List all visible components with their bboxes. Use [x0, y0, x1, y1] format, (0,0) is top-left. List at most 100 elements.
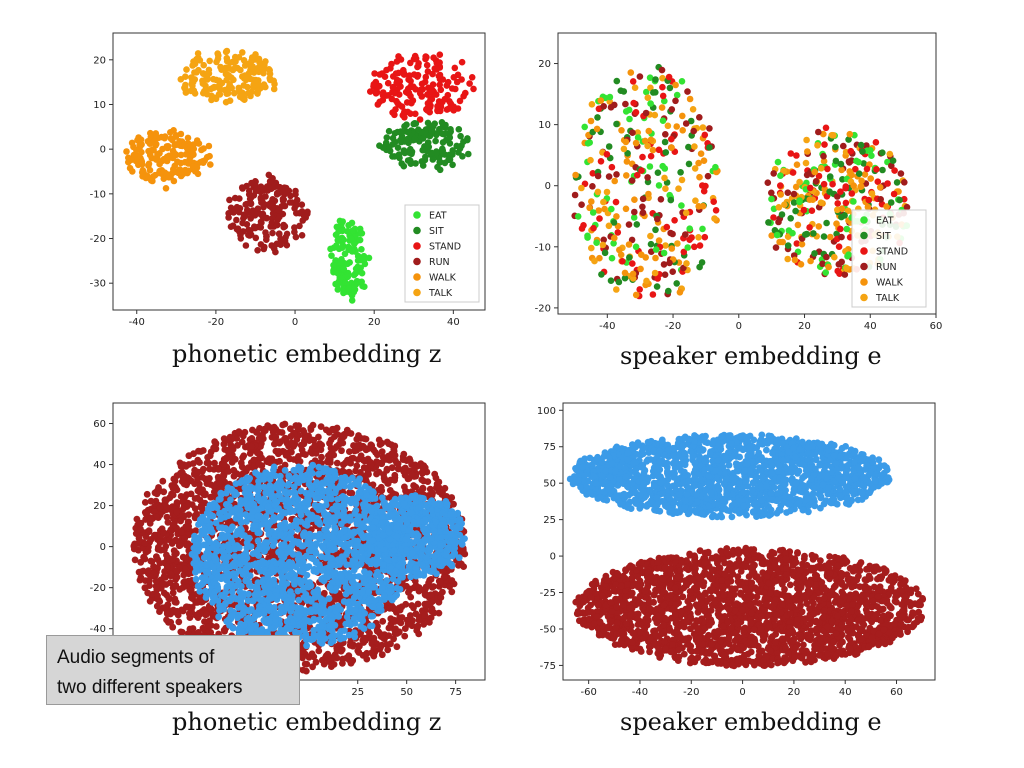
data-point	[643, 277, 650, 285]
legend-marker	[413, 288, 421, 297]
x-tick-label: -40	[599, 321, 615, 332]
data-point	[617, 87, 625, 94]
data-point	[165, 594, 173, 602]
legend-label: WALK	[876, 278, 904, 289]
data-point	[821, 141, 828, 148]
data-point	[460, 138, 467, 145]
data-point	[338, 447, 345, 455]
data-point	[144, 589, 152, 597]
data-point	[389, 134, 397, 142]
data-point	[412, 610, 420, 618]
data-point	[692, 197, 699, 204]
data-point	[826, 173, 834, 180]
data-point	[832, 157, 840, 165]
data-point	[437, 594, 445, 601]
data-point	[185, 511, 193, 518]
data-point	[384, 646, 392, 654]
data-point	[797, 261, 805, 268]
data-point	[600, 236, 607, 244]
data-point	[384, 79, 392, 87]
data-point	[622, 205, 630, 213]
data-point	[637, 265, 644, 273]
data-point	[354, 263, 362, 271]
y-tick-label: -10	[90, 189, 106, 200]
data-point	[228, 435, 236, 443]
data-point	[382, 139, 390, 147]
data-point	[346, 259, 354, 266]
data-point	[281, 467, 289, 474]
data-point	[446, 140, 454, 147]
data-point	[156, 504, 164, 511]
data-point	[235, 428, 243, 436]
data-point	[179, 505, 187, 513]
data-point	[879, 166, 886, 174]
data-point	[167, 129, 174, 136]
data-point	[682, 120, 690, 127]
data-point	[458, 58, 466, 66]
data-point	[191, 514, 199, 522]
data-point	[165, 619, 172, 626]
data-point	[780, 167, 787, 175]
data-point	[625, 221, 633, 228]
data-point	[657, 196, 665, 203]
data-point	[832, 143, 839, 151]
data-point	[647, 232, 654, 240]
data-point	[256, 210, 264, 218]
data-point	[623, 172, 630, 179]
data-point	[356, 642, 363, 650]
data-point	[255, 477, 262, 485]
data-point	[185, 610, 193, 618]
data-point	[403, 121, 410, 128]
caption-top-left: phonetic embedding z	[172, 340, 442, 368]
data-point	[627, 69, 635, 76]
data-point	[666, 259, 673, 267]
legend-marker	[413, 242, 421, 250]
data-point	[451, 64, 459, 72]
data-point	[317, 423, 325, 430]
data-point	[159, 528, 167, 536]
data-point	[181, 555, 189, 563]
data-point	[652, 246, 660, 253]
data-point	[140, 553, 148, 561]
data-point	[260, 69, 267, 77]
data-point	[231, 64, 239, 71]
data-point	[441, 159, 449, 167]
data-point	[440, 574, 448, 581]
data-point	[330, 244, 338, 251]
data-point	[145, 567, 152, 575]
y-tick-label: 0	[100, 145, 106, 156]
data-point	[343, 654, 350, 662]
data-point	[798, 240, 806, 248]
data-point	[843, 225, 851, 233]
data-point	[417, 86, 424, 94]
data-point	[659, 92, 667, 100]
data-point	[615, 278, 623, 286]
data-point	[422, 73, 430, 81]
data-point	[628, 177, 636, 184]
data-point	[244, 83, 251, 91]
data-point	[141, 540, 149, 547]
data-point	[183, 541, 190, 549]
data-point	[811, 250, 818, 257]
data-point	[784, 233, 792, 240]
data-point	[159, 477, 167, 485]
data-point	[400, 162, 408, 170]
data-point	[807, 257, 814, 265]
data-point	[611, 234, 618, 242]
data-point	[220, 460, 228, 468]
data-point	[194, 456, 202, 464]
data-point	[453, 142, 461, 150]
data-point	[361, 283, 368, 291]
data-point	[344, 273, 352, 281]
data-point	[147, 175, 154, 183]
data-point	[211, 83, 218, 91]
data-point	[215, 465, 222, 473]
data-point	[199, 447, 207, 454]
legend-marker	[413, 211, 421, 219]
phonetic-scatter-bottom: 25 50 75 -40 -20 0 20 40 60	[60, 390, 500, 700]
data-point	[137, 558, 145, 566]
data-point	[845, 251, 852, 258]
data-point	[318, 453, 325, 461]
legend-marker	[860, 247, 868, 255]
data-point	[342, 279, 349, 286]
